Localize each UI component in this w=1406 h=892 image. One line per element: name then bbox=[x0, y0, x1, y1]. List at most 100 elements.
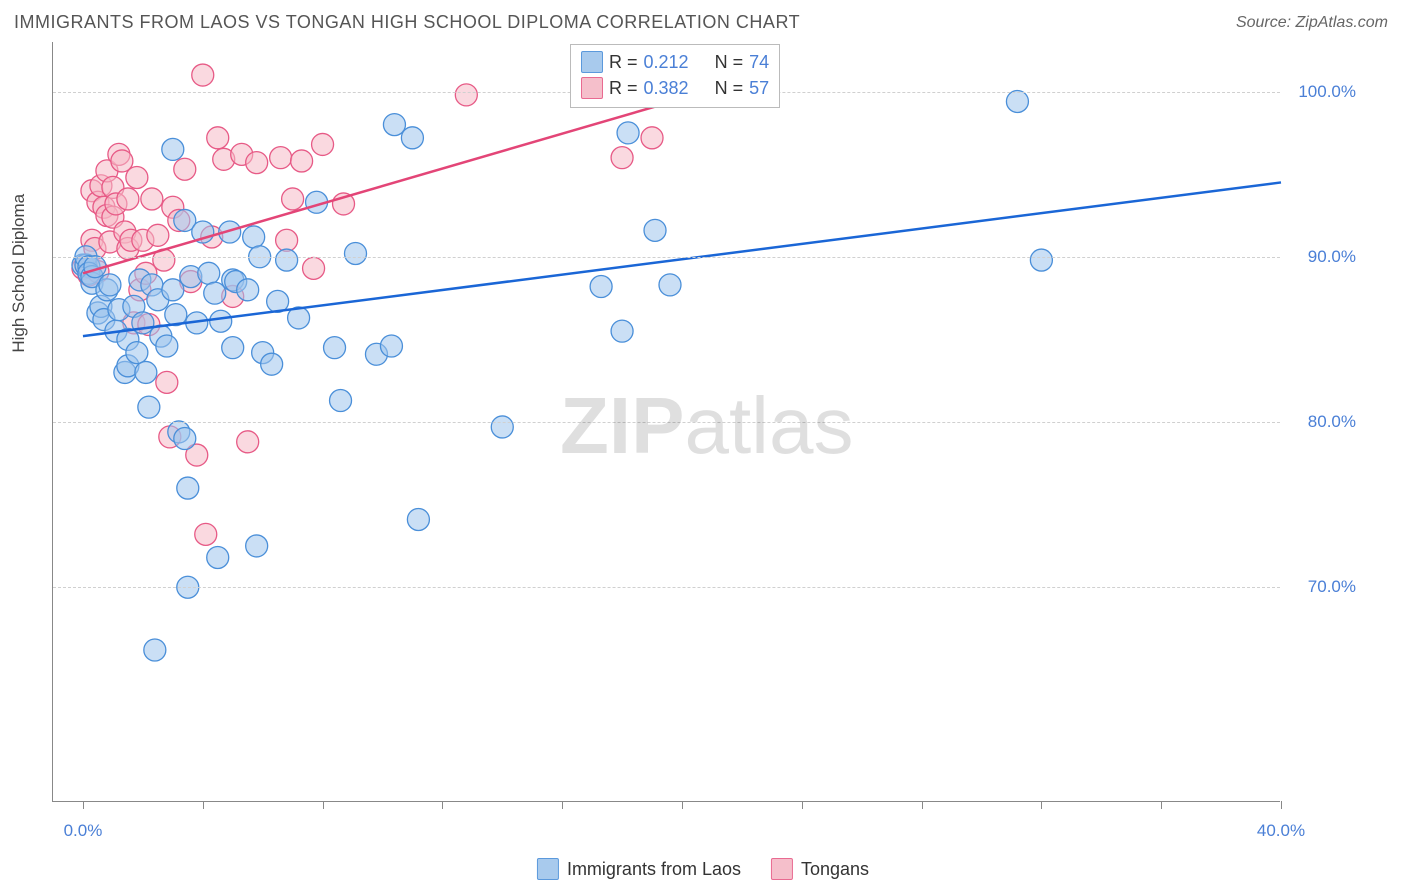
x-tick-mark bbox=[802, 801, 803, 809]
y-axis-title: High School Diploma bbox=[9, 193, 29, 352]
scatter-point bbox=[198, 262, 220, 284]
x-tick-label: 0.0% bbox=[64, 821, 103, 841]
scatter-point bbox=[117, 188, 139, 210]
legend-r-value: 0.382 bbox=[644, 75, 689, 101]
scatter-point bbox=[162, 138, 184, 160]
scatter-point bbox=[135, 361, 157, 383]
scatter-point bbox=[330, 390, 352, 412]
legend-swatch bbox=[771, 858, 793, 880]
scatter-point bbox=[156, 371, 178, 393]
scatter-point bbox=[156, 335, 178, 357]
scatter-point bbox=[590, 276, 612, 298]
legend-row: R = 0.212 N = 74 bbox=[581, 49, 769, 75]
grid-line bbox=[53, 257, 1280, 258]
scatter-point bbox=[380, 335, 402, 357]
scatter-point bbox=[324, 337, 346, 359]
scatter-point bbox=[204, 282, 226, 304]
legend-r-label: R = bbox=[609, 75, 638, 101]
chart-title: IMMIGRANTS FROM LAOS VS TONGAN HIGH SCHO… bbox=[14, 12, 800, 33]
chart-plot-area: High School Diploma 70.0%80.0%90.0%100.0… bbox=[52, 42, 1280, 802]
scatter-point bbox=[644, 219, 666, 241]
scatter-point bbox=[243, 226, 265, 248]
x-tick-mark bbox=[442, 801, 443, 809]
legend-n-value: 57 bbox=[749, 75, 769, 101]
scatter-point bbox=[291, 150, 313, 172]
scatter-point bbox=[222, 337, 244, 359]
series-legend-label: Immigrants from Laos bbox=[567, 859, 741, 880]
legend-n-label: N = bbox=[715, 49, 744, 75]
scatter-point bbox=[276, 229, 298, 251]
scatter-point bbox=[611, 147, 633, 169]
series-legend: Immigrants from Laos Tongans bbox=[537, 858, 869, 880]
y-tick-label: 90.0% bbox=[1292, 247, 1356, 267]
source-label: Source: ZipAtlas.com bbox=[1236, 14, 1388, 32]
legend-swatch bbox=[581, 51, 603, 73]
scatter-point bbox=[147, 224, 169, 246]
scatter-point bbox=[207, 127, 229, 149]
scatter-point bbox=[174, 428, 196, 450]
x-tick-mark bbox=[1281, 801, 1282, 809]
scatter-point bbox=[138, 396, 160, 418]
scatter-point bbox=[455, 84, 477, 106]
legend-swatch bbox=[581, 77, 603, 99]
legend-n-label: N = bbox=[715, 75, 744, 101]
scatter-point bbox=[177, 477, 199, 499]
scatter-point bbox=[144, 639, 166, 661]
y-tick-label: 100.0% bbox=[1292, 82, 1356, 102]
legend-r-label: R = bbox=[609, 49, 638, 75]
scatter-point bbox=[126, 342, 148, 364]
scatter-point bbox=[276, 249, 298, 271]
x-tick-mark bbox=[1161, 801, 1162, 809]
regression-line bbox=[83, 103, 667, 273]
scatter-point bbox=[491, 416, 513, 438]
legend-row: R = 0.382 N = 57 bbox=[581, 75, 769, 101]
y-tick-label: 80.0% bbox=[1292, 412, 1356, 432]
scatter-point bbox=[207, 546, 229, 568]
scatter-point bbox=[641, 127, 663, 149]
scatter-point bbox=[1006, 90, 1028, 112]
scatter-point bbox=[195, 523, 217, 545]
scatter-point bbox=[383, 114, 405, 136]
scatter-point bbox=[282, 188, 304, 210]
x-tick-mark bbox=[323, 801, 324, 809]
series-legend-item: Immigrants from Laos bbox=[537, 858, 741, 880]
scatter-point bbox=[237, 279, 259, 301]
x-tick-mark bbox=[203, 801, 204, 809]
scatter-point bbox=[617, 122, 639, 144]
scatter-point bbox=[261, 353, 283, 375]
scatter-point bbox=[345, 242, 367, 264]
scatter-point bbox=[312, 133, 334, 155]
scatter-point bbox=[1030, 249, 1052, 271]
scatter-point bbox=[210, 310, 232, 332]
scatter-point bbox=[126, 166, 148, 188]
scatter-point bbox=[270, 147, 292, 169]
x-tick-label: 40.0% bbox=[1257, 821, 1305, 841]
scatter-point bbox=[141, 188, 163, 210]
x-tick-mark bbox=[562, 801, 563, 809]
x-tick-mark bbox=[83, 801, 84, 809]
scatter-point bbox=[659, 274, 681, 296]
scatter-point bbox=[162, 279, 184, 301]
y-tick-label: 70.0% bbox=[1292, 577, 1356, 597]
scatter-point bbox=[99, 274, 121, 296]
grid-line bbox=[53, 422, 1280, 423]
scatter-point bbox=[246, 152, 268, 174]
legend-swatch bbox=[537, 858, 559, 880]
legend-r-value: 0.212 bbox=[644, 49, 689, 75]
scatter-point bbox=[174, 158, 196, 180]
x-tick-mark bbox=[682, 801, 683, 809]
scatter-point bbox=[401, 127, 423, 149]
legend-n-value: 74 bbox=[749, 49, 769, 75]
scatter-point bbox=[611, 320, 633, 342]
x-tick-mark bbox=[1041, 801, 1042, 809]
scatter-point bbox=[407, 508, 429, 530]
scatter-point bbox=[192, 64, 214, 86]
x-tick-mark bbox=[922, 801, 923, 809]
series-legend-label: Tongans bbox=[801, 859, 869, 880]
series-legend-item: Tongans bbox=[771, 858, 869, 880]
grid-line bbox=[53, 587, 1280, 588]
scatter-point bbox=[246, 535, 268, 557]
scatter-point bbox=[237, 431, 259, 453]
correlation-legend: R = 0.212 N = 74 R = 0.382 N = 57 bbox=[570, 44, 780, 108]
scatter-point bbox=[303, 257, 325, 279]
